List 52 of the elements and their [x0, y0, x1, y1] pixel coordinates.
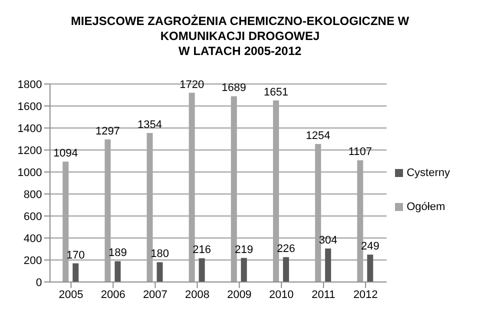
bar	[367, 254, 374, 282]
data-label: 1254	[306, 130, 330, 142]
data-label: 219	[234, 244, 254, 256]
chart-title: MIEJSCOWE ZAGROŻENIA CHEMICZNO-EKOLOGICZNE W KOMUNIKACJI DROGOWEJ W LATACH 2005-2012	[70, 13, 410, 60]
x-tick-label: 2012	[353, 288, 378, 301]
bar	[114, 261, 121, 282]
data-label: 1720	[180, 78, 204, 91]
x-tick-label: 2011	[312, 288, 336, 301]
bar	[325, 248, 332, 282]
x-tick-label: 2007	[142, 288, 168, 301]
x-tick-label: 2006	[100, 288, 126, 301]
bar	[240, 258, 247, 282]
x-tick-label: 2005	[58, 288, 84, 301]
data-label: 1354	[138, 119, 162, 132]
data-label: 1107	[348, 146, 372, 158]
data-label: 1094	[53, 148, 78, 160]
data-label: 170	[66, 249, 85, 262]
y-tick-label: 1400	[18, 122, 42, 135]
x-tick-label: 2008	[185, 288, 210, 301]
bar	[188, 92, 195, 282]
bar	[357, 160, 364, 282]
data-label: 1651	[264, 86, 288, 98]
data-label: 189	[108, 247, 127, 260]
data-label: 180	[150, 248, 169, 260]
legend-label: Ogółem	[406, 201, 446, 213]
bar	[104, 139, 111, 282]
data-label: 249	[360, 240, 380, 253]
bar	[282, 257, 289, 282]
y-tick-label: 400	[24, 232, 42, 245]
y-tick-label: 600	[24, 210, 42, 223]
bar	[146, 133, 153, 282]
y-tick-label: 1800	[18, 78, 42, 91]
y-tick-label: 200	[24, 254, 42, 267]
x-tick-label: 2010	[269, 288, 294, 301]
legend-label: Cysterny	[406, 167, 450, 179]
bar	[156, 262, 163, 282]
data-label: 304	[318, 234, 338, 247]
bar	[62, 162, 69, 282]
y-tick-label: 0	[36, 276, 42, 289]
x-tick-label: 2009	[227, 288, 252, 301]
y-tick-label: 1200	[18, 144, 42, 157]
bar	[72, 263, 79, 282]
bar	[198, 258, 205, 282]
data-label: 1689	[222, 82, 246, 94]
data-label: 226	[276, 243, 296, 256]
y-tick-label: 1000	[18, 166, 42, 179]
data-label: 1297	[95, 125, 120, 138]
bar	[230, 96, 237, 282]
data-label: 216	[192, 244, 212, 256]
bar	[272, 100, 279, 282]
y-tick-label: 1600	[18, 100, 42, 113]
y-tick-label: 800	[24, 188, 42, 201]
